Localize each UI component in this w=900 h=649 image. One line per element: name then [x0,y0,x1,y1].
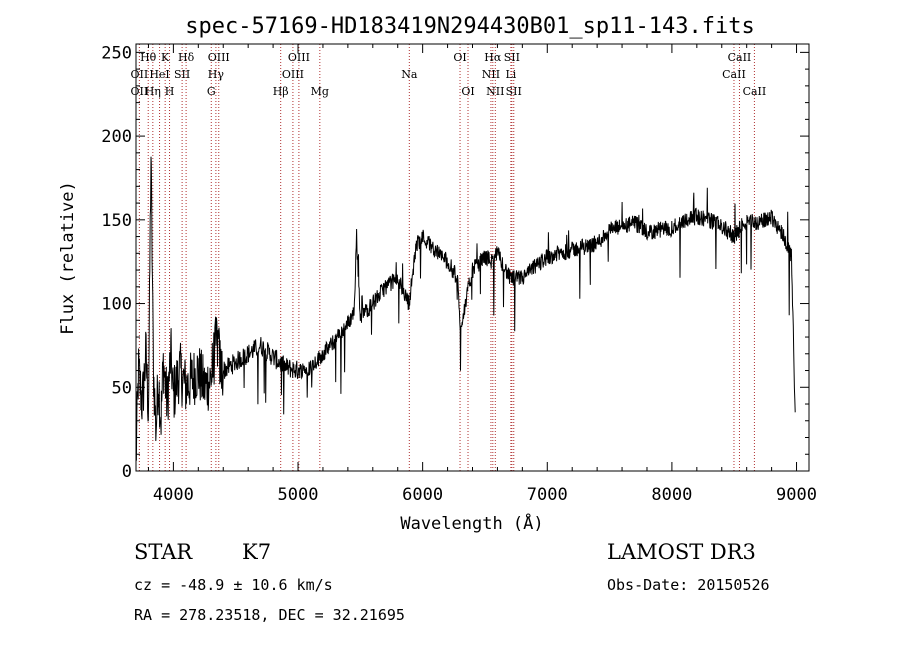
y-axis-label: Flux (relative) [58,181,78,335]
spectral-line-label-25: CaII [728,51,752,64]
spectral-line-label-8: SII [174,68,190,81]
spectral-line-label-27: CaII [743,85,767,98]
spectral-line-label-10: Hγ [208,68,225,81]
x-axis-label: Wavelength (Å) [400,512,543,534]
survey-name: LAMOST DR3 [607,540,756,564]
spectral-line-label-12: OIII [288,51,310,64]
spectral-line-label-24: SII [506,85,522,98]
redshift-cz: cz = -48.9 ± 10.6 km/s [134,576,333,594]
spectral-line-label-9: OIII [208,51,230,64]
spectral-line-label-2: OII [131,85,149,98]
plot-frame [135,43,810,472]
spectral-line-label-19: Hα [484,51,502,64]
spectral-line-label-6: H [165,85,175,98]
chart-title: spec-57169-HD183419N294430B01_sp11-143.f… [185,14,755,39]
spectral-line-label-20: SII [504,51,520,64]
x-tick-label-2: 6000 [402,485,443,505]
spectral-line-label-18: OI [461,85,474,98]
object-subclass: K7 [242,540,271,564]
spectral-line-label-4: HeI [149,68,169,81]
y-tick-label-2: 100 [101,295,132,315]
spectral-line-labels: Hθ OII OII K HeI Hη H Hδ SII OIII Hγ G OIII OIII Hβ Mg N… [131,51,767,98]
y-tick-label-4: 200 [101,127,132,147]
x-tick-label-1: 5000 [278,485,319,505]
spectral-line-label-5: Hη [145,85,161,98]
y-tick-label-0: 0 [122,462,132,482]
y-tick-label-1: 50 [112,378,132,398]
spectral-line-label-21: NII [482,68,500,81]
coordinates: RA = 278.23518, DEC = 32.21695 [134,606,405,624]
spectral-line-label-14: Hβ [273,85,289,98]
x-tick-label-4: 8000 [651,485,692,505]
spectral-line-label-17: OI [453,51,466,64]
spectral-line-label-7: Hδ [178,51,195,64]
y-tick-label-3: 150 [101,211,132,231]
spectral-line-label-11: G [207,85,216,98]
y-tick-label-5: 250 [101,43,132,63]
spectral-line-label-13: OIII [282,68,304,81]
spectral-line-label-0: Hθ [140,51,157,64]
spectral-line-label-16: Na [401,68,418,81]
x-tick-label-5: 9000 [776,485,817,505]
spectral-line-label-26: CaII [722,68,746,81]
spectral-line-label-15: Mg [311,85,329,98]
x-axis-ticks: 4000 5000 6000 7000 8000 9000 [147,44,817,505]
x-tick-label-0: 4000 [153,485,194,505]
object-class: STAR [134,540,193,564]
spectral-line-label-23: NII [486,85,504,98]
x-tick-label-3: 7000 [527,485,568,505]
spectrum-line [135,156,796,461]
y-axis-ticks: 0 50 100 150 200 250 [101,43,809,482]
spectral-line-label-3: K [161,51,170,64]
obs-date: Obs-Date: 20150526 [607,576,770,594]
spectral-line-label-1: OII [131,68,149,81]
spectral-line-label-22: Li [505,68,516,81]
